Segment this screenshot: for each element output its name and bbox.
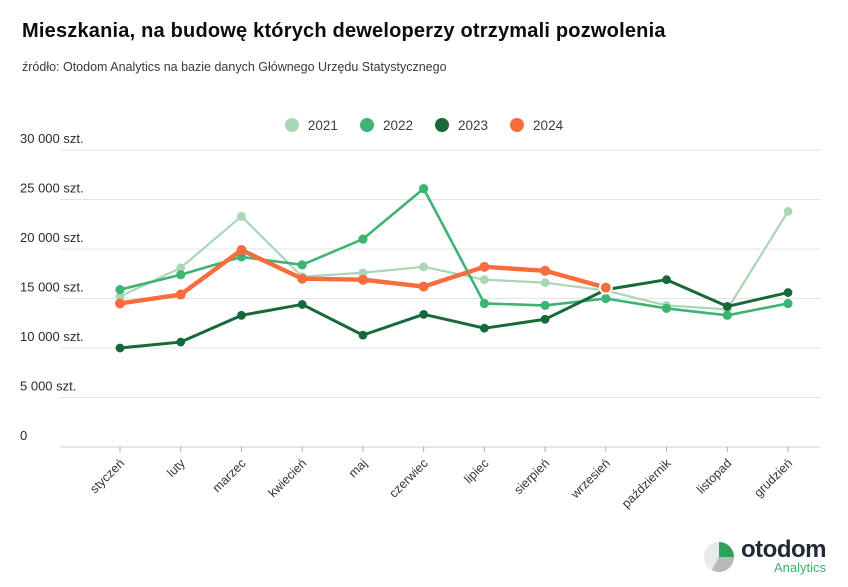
chart-title: Mieszkania, na budowę których deweloperz… [22, 20, 666, 42]
series-2024-point-marzec[interactable] [236, 244, 247, 255]
series-2021-point-marzec[interactable] [237, 211, 246, 221]
x-tick-label-lipiec: lipiec [461, 456, 491, 486]
logo-analytics-text: Analytics [773, 560, 826, 575]
legend-label-2022: 2022 [382, 117, 413, 133]
x-tick-label-wrzesień: wrzesień [567, 456, 613, 502]
series-2023-point-marzec[interactable] [237, 310, 246, 320]
series-2024-point-lipiec[interactable] [479, 261, 490, 272]
otodom-pie-logo-icon [704, 542, 735, 572]
x-tick-label-marzec: marzec [210, 456, 249, 495]
x-tick-label-kwiecień: kwiecień [266, 456, 310, 500]
x-tick-label-październik: październik [619, 456, 674, 511]
series-2022-line [118, 187, 790, 317]
series-2022-point-wrzesień[interactable] [601, 293, 611, 304]
series-2021-point-luty[interactable] [176, 263, 186, 273]
legend-label-2024: 2024 [533, 117, 564, 133]
series-2023-point-luty[interactable] [176, 337, 186, 347]
series-2023-point-listopad[interactable] [722, 302, 732, 311]
y-tick-label: 10 000 szt. [20, 329, 84, 344]
legend-swatch-2022 [359, 118, 374, 132]
logo-brand-text: otodom [741, 536, 826, 563]
legend-item-2021[interactable]: 2021 [284, 117, 338, 133]
series-2022-point-luty[interactable] [176, 270, 186, 280]
series-2024-point-luty[interactable] [175, 289, 186, 300]
y-tick-label: 20 000 szt. [20, 230, 84, 245]
series-2023-line [118, 278, 790, 350]
series-2023-point-październik[interactable] [662, 275, 671, 285]
x-tick-label-grudzień: grudzień [751, 456, 795, 500]
series-2021-point-lipiec[interactable] [479, 275, 489, 285]
legend-swatch-2023 [435, 118, 449, 132]
x-tick-label-styczeń: styczeń [87, 456, 127, 496]
legend-item-2023[interactable]: 2023 [435, 118, 488, 133]
legend-item-2024[interactable]: 2024 [510, 118, 563, 133]
y-tick-label: 25 000 szt. [20, 181, 84, 196]
x-tick-label-maj: maj [346, 456, 370, 480]
series-2022-point-czerwiec[interactable] [419, 184, 429, 194]
x-tick-label-luty: luty [164, 456, 188, 480]
x-tick-label-sierpień: sierpień [511, 456, 552, 497]
series-2024-point-maj[interactable] [357, 274, 368, 285]
series-2023-point-kwiecień[interactable] [297, 300, 307, 309]
legend-swatch-2024 [510, 118, 525, 132]
series-2022-point-maj[interactable] [358, 234, 368, 244]
series-2022-point-listopad[interactable] [722, 310, 732, 320]
series-2021-point-sierpień[interactable] [540, 278, 550, 288]
series-2022-point-grudzień[interactable] [783, 298, 793, 309]
series-2022-point-marzec[interactable] [236, 252, 247, 262]
series-2024-point-sierpień[interactable] [540, 265, 551, 276]
series-2021-line [118, 210, 790, 311]
series-2022-point-sierpień[interactable] [540, 300, 550, 311]
y-tick-label: 30 000 szt. [20, 131, 84, 146]
legend: 2021 2022 2023 2024 [0, 112, 848, 138]
series-2021-point-grudzień[interactable] [783, 206, 793, 216]
series-2024-point-styczeń[interactable] [115, 298, 125, 309]
x-tick-label-listopad: listopad [694, 456, 734, 496]
legend-label-2023: 2023 [458, 117, 489, 133]
series-2022-point-październik[interactable] [661, 303, 672, 313]
series-2023-point-czerwiec[interactable] [419, 309, 429, 319]
series-2021-point-styczeń[interactable] [115, 292, 125, 301]
y-tick-label: 15 000 szt. [20, 280, 84, 295]
series-2024-point-czerwiec[interactable] [418, 281, 429, 292]
legend-label-2021: 2021 [307, 117, 338, 133]
series-2023-point-styczeń[interactable] [115, 343, 125, 353]
series-2021-point-maj[interactable] [358, 268, 368, 278]
series-2024-point-kwiecień[interactable] [297, 273, 308, 284]
series-2023-point-maj[interactable] [358, 330, 368, 340]
series-2024-point-wrzesień[interactable] [598, 280, 613, 295]
chart-source: źródło: Otodom Analytics na bazie danych… [22, 60, 447, 74]
y-tick-label: 0 [20, 428, 27, 443]
series-2022-point-kwiecień[interactable] [297, 260, 307, 270]
legend-swatch-2021 [284, 118, 299, 132]
series-2022-point-lipiec[interactable] [479, 298, 489, 309]
x-tick-label-czerwiec: czerwiec [386, 456, 430, 500]
series-2023-point-grudzień[interactable] [783, 288, 793, 297]
y-tick-label: 5 000 szt. [20, 379, 76, 394]
series-2023-point-lipiec[interactable] [479, 323, 489, 333]
series-2023-point-sierpień[interactable] [540, 314, 550, 324]
legend-item-2022[interactable]: 2022 [359, 117, 413, 133]
series-2021-point-czerwiec[interactable] [419, 262, 429, 272]
series-2022-point-styczeń[interactable] [115, 284, 125, 295]
otodom-analytics-logo: otodom Analytics [704, 536, 826, 575]
